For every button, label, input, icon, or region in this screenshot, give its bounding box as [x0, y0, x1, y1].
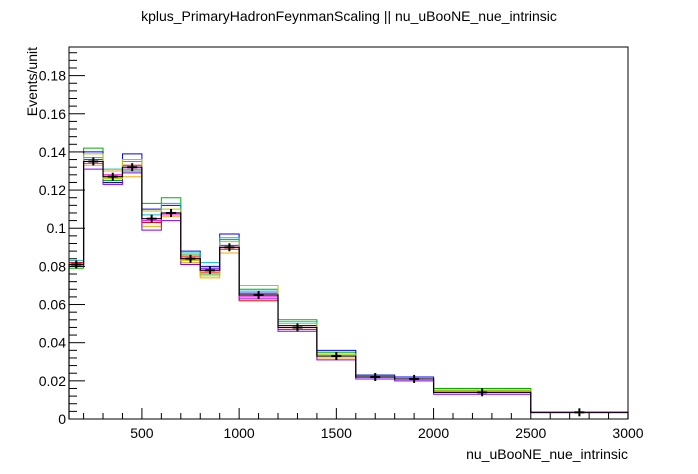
universe-line-6 [68, 153, 629, 419]
y-tick-label: 0.04 [39, 335, 66, 351]
y-axis-title: Events/unit [24, 47, 40, 116]
data-point [331, 352, 342, 361]
x-tick-label: 2500 [515, 425, 546, 441]
data-point [166, 208, 177, 217]
data-point [370, 373, 381, 382]
data-point [292, 323, 303, 332]
plot-frame [68, 46, 629, 420]
universe-line-3 [68, 159, 629, 419]
central-line [68, 160, 629, 419]
x-tick-label: 1000 [224, 425, 255, 441]
y-tick-label: 0.08 [39, 258, 66, 274]
data-point [71, 260, 82, 269]
y-tick-label: 0.06 [39, 297, 66, 313]
data-point [146, 214, 157, 223]
x-tick-label: 2000 [418, 425, 449, 441]
y-tick-label: 0.18 [39, 68, 66, 84]
y-tick-label: 0.02 [39, 373, 66, 389]
data-point [409, 374, 420, 383]
universe-line-1 [68, 151, 629, 419]
x-axis: 500 1000 1500 2000 2500 3000 [83, 408, 644, 441]
x-axis-title: nu_uBooNE_nue_intrinsic [466, 446, 628, 462]
data-points [71, 157, 585, 417]
universe-line-5 [68, 157, 629, 419]
universe-histograms [68, 147, 629, 419]
y-tick-label: 0.14 [39, 144, 66, 160]
universe-line-7 [68, 162, 629, 419]
y-tick-label: 0.1 [47, 220, 67, 236]
x-tick-label: 500 [130, 425, 154, 441]
y-axis: 0 0.02 0.04 0.06 0.08 0.1 0.12 0.14 0.16 0.18 [39, 52, 85, 427]
data-point [107, 172, 118, 181]
data-point [204, 266, 215, 275]
y-tick-label: 0.16 [39, 106, 66, 122]
x-tick-label: 1500 [321, 425, 352, 441]
y-tick-label: 0.12 [39, 182, 66, 198]
universe-line-0 [68, 147, 629, 419]
data-point [224, 243, 235, 252]
universe-line-4 [68, 168, 629, 419]
y-tick-label: 0 [58, 411, 66, 427]
data-point [127, 163, 138, 172]
data-point [88, 157, 99, 166]
chart-title: kplus_PrimaryHadronFeynmanScaling || nu_… [141, 8, 557, 24]
data-point [574, 408, 585, 417]
central-histogram [68, 160, 629, 419]
data-point [477, 388, 488, 397]
data-point [253, 291, 264, 299]
data-point [185, 254, 196, 263]
x-tick-label: 3000 [612, 425, 643, 441]
